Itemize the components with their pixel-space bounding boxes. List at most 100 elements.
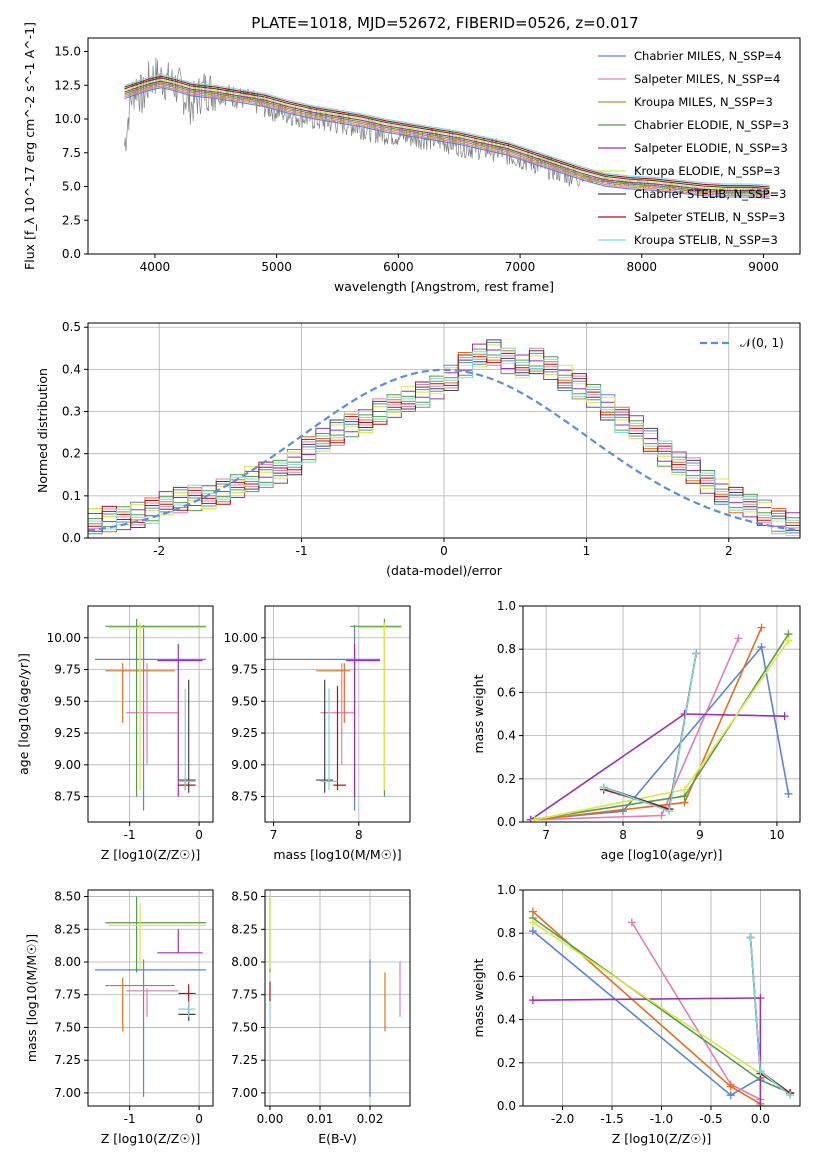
axes-frame xyxy=(87,37,801,255)
x-tick-label: 0.02 xyxy=(357,1112,384,1126)
y-tick-label: 8.00 xyxy=(54,955,81,969)
weight-marker xyxy=(786,1091,795,1100)
legend-label: Chabrier MILES, N_SSP=4 xyxy=(634,49,781,63)
weight-marker xyxy=(734,634,743,643)
x-tick-label: 0 xyxy=(440,544,448,558)
panel-mass-vs-Z: -1 0 7.00 7.25 7.50 7.75 8.00 8.25 8.50 Z [log10(… xyxy=(24,889,214,1146)
y-tick-label: 9.50 xyxy=(54,694,81,708)
x-tick-label: 7 xyxy=(542,828,550,842)
model-line-1 xyxy=(124,85,770,198)
y-tick-label: 7.25 xyxy=(54,1053,81,1067)
y-axis-label: Normed distribution xyxy=(35,368,50,493)
y-tick-label: 0.0 xyxy=(62,531,81,545)
x-axis-label: mass [log10(M/M☉)] xyxy=(273,847,401,862)
weight-marker xyxy=(619,807,628,816)
y-tick-label: 8.00 xyxy=(231,955,258,969)
y-tick-label: 8.25 xyxy=(231,922,258,936)
x-tick-label: 9000 xyxy=(748,260,779,274)
x-tick-label: 7 xyxy=(270,828,278,842)
y-tick-label: 7.00 xyxy=(231,1086,258,1100)
legend-label: Kroupa MILES, N_SSP=3 xyxy=(634,95,773,109)
weight-marker xyxy=(528,918,537,927)
x-tick-label: -1 xyxy=(124,1112,136,1126)
weight-marker xyxy=(657,811,666,820)
y-tick-label: 7.50 xyxy=(231,1020,258,1034)
weight-marker xyxy=(726,1091,735,1100)
x-tick-label: 8 xyxy=(619,828,627,842)
weight-line-2 xyxy=(534,627,763,821)
x-tick-label: 8 xyxy=(355,828,363,842)
y-tick-label: 9.25 xyxy=(54,726,81,740)
axes-frame xyxy=(522,605,801,823)
weight-marker xyxy=(756,994,765,1002)
legend-label: Kroupa STELIB, N_SSP=3 xyxy=(634,233,778,247)
y-tick-label: 0.0 xyxy=(62,247,81,261)
x-tick-label: 0 xyxy=(195,1112,203,1126)
axes-frame xyxy=(264,889,411,1107)
y-tick-label: 8.75 xyxy=(231,790,258,804)
x-axis-label: wavelength [Angstrom, rest frame] xyxy=(334,279,554,294)
y-axis-label: mass [log10(M/M☉)] xyxy=(24,934,39,1062)
y-tick-label: 0.2 xyxy=(497,1056,516,1070)
y-tick-label: 15.0 xyxy=(54,45,81,59)
x-tick-label: -1.5 xyxy=(600,1112,623,1126)
x-tick-label: -0.5 xyxy=(699,1112,722,1126)
y-tick-label: 0.2 xyxy=(62,447,81,461)
panel-spectrum: 4000 5000 6000 7000 8000 9000 0.0 2.5 5.0 7.5 10.0… xyxy=(22,22,801,294)
x-axis-label: Z [log10(Z/Z☉)] xyxy=(612,1131,712,1146)
panel-age-vs-Z: -1 0 8.75 9.00 9.25 9.50 9.75 10.00 Z [log10(Z/Z… xyxy=(16,605,214,862)
y-tick-label: 0.6 xyxy=(497,969,516,983)
y-tick-label: 9.25 xyxy=(231,726,258,740)
x-tick-label: -1.0 xyxy=(650,1112,673,1126)
legend-label: Chabrier STELIB, N_SSP=3 xyxy=(634,187,786,201)
y-axis-label: mass weight xyxy=(471,958,486,1037)
weight-marker xyxy=(665,807,674,816)
x-axis-label: Z [log10(Z/Z☉)] xyxy=(101,1131,201,1146)
y-tick-label: 8.50 xyxy=(231,890,258,904)
weight-marker xyxy=(726,1082,735,1091)
x-axis-label: Z [log10(Z/Z☉)] xyxy=(101,847,201,862)
x-tick-label: 0.0 xyxy=(751,1112,770,1126)
y-tick-label: 9.75 xyxy=(54,663,81,677)
weight-marker xyxy=(757,623,766,632)
y-tick-label: 7.75 xyxy=(231,988,258,1002)
x-tick-label: 1 xyxy=(583,544,591,558)
y-tick-label: 8.75 xyxy=(54,790,81,804)
model-line-4 xyxy=(124,80,770,193)
plot-area xyxy=(269,896,401,1097)
panel-weight-vs-Z: -2.0 -1.5 -1.0 -0.5 0.0 0.0 0.2 0.4 0.6 0.8 1.0 Z [… xyxy=(471,883,801,1146)
y-tick-label: 7.50 xyxy=(54,1020,81,1034)
y-tick-label: 0.4 xyxy=(497,729,516,743)
plot-area xyxy=(88,339,800,536)
normal-reference-curve xyxy=(88,368,800,532)
weight-marker xyxy=(784,789,793,798)
plot-area xyxy=(124,57,770,199)
model-line-5 xyxy=(124,79,770,191)
plot-area xyxy=(526,623,793,822)
y-tick-label: 0.4 xyxy=(497,1013,516,1027)
legend-label: 𝒩(0, 1) xyxy=(740,336,784,350)
y-tick-label: 0.0 xyxy=(497,815,516,829)
x-axis-label: (data-model)/error xyxy=(386,563,503,578)
weight-line-2 xyxy=(532,911,761,1105)
plot-area xyxy=(94,618,207,811)
x-tick-label: 8000 xyxy=(627,260,658,274)
x-tick-label: 10 xyxy=(769,828,784,842)
weight-line-4 xyxy=(530,713,785,821)
weight-marker xyxy=(530,815,539,822)
x-tick-label: -2.0 xyxy=(551,1112,574,1126)
y-tick-label: 10.00 xyxy=(224,631,258,645)
panel-weight-vs-age: 7 8 9 10 0.0 0.2 0.4 0.6 0.8 1.0 age [log10(age/yr… xyxy=(471,599,801,862)
weight-marker xyxy=(599,783,608,792)
y-tick-label: 0.0 xyxy=(497,1099,516,1113)
axes-frame xyxy=(264,605,411,823)
panel-residuals: -2 -1 0 1 2 0.0 0.1 0.2 0.3 0.4 0.5 (data-model)/er… xyxy=(35,320,801,578)
weight-marker xyxy=(780,712,789,721)
plot-area xyxy=(528,907,795,1106)
y-tick-label: 7.75 xyxy=(54,988,81,1002)
model-line-6 xyxy=(124,77,770,190)
x-tick-label: -2 xyxy=(153,544,165,558)
axes-frame xyxy=(87,889,214,1107)
y-tick-label: 5.0 xyxy=(62,180,81,194)
y-tick-label: 10.00 xyxy=(47,631,81,645)
